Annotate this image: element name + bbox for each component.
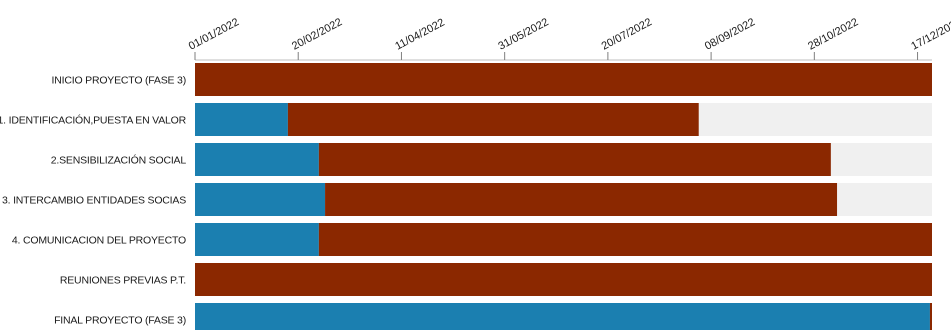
category-label: 2.SENSIBILIZACIÓN SOCIAL (51, 154, 187, 167)
category-label: FINAL PROYECTO (FASE 3) (54, 315, 186, 327)
x-tick-label: 08/09/2022 (703, 16, 757, 52)
gantt-bar-blue (195, 223, 319, 256)
gantt-bar-blue (195, 183, 326, 216)
x-tick-label: 01/01/2022 (187, 16, 241, 52)
category-label: INICIO PROYECTO (FASE 3) (52, 75, 186, 87)
gantt-bar-red (287, 103, 699, 136)
gantt-bar-blue (195, 303, 930, 330)
category-labels: INICIO PROYECTO (FASE 3) 1. IDENTIFICACIÓ… (0, 75, 187, 327)
gantt-bar-red (318, 223, 932, 256)
category-label: 4. COMUNICACION DEL PROYECTO (12, 235, 186, 247)
x-tick-label: 28/10/2022 (806, 16, 860, 52)
gantt-bar-red (325, 183, 838, 216)
x-axis-ticks: 01/01/2022 20/02/2022 11/04/2022 31/05/2022… (187, 16, 951, 60)
category-label: 3. INTERCAMBIO ENTIDADES SOCIAS (2, 195, 186, 207)
x-tick-label: 31/05/2022 (496, 16, 550, 52)
gantt-bar-blue (195, 143, 319, 176)
x-tick-label: 20/07/2022 (600, 16, 654, 52)
gantt-bar-blue (195, 103, 288, 136)
x-tick-label: 17/12/2022 (909, 16, 951, 52)
category-label: 1. IDENTIFICACIÓN,PUESTA EN VALOR (0, 114, 187, 127)
category-label: REUNIONES PREVIAS P.T. (60, 275, 186, 287)
x-tick-label: 11/04/2022 (393, 17, 447, 53)
gantt-bar-red (195, 63, 932, 96)
x-tick-label: 20/02/2022 (290, 16, 344, 52)
gantt-bar-red (318, 143, 831, 176)
gantt-bar-red (929, 303, 932, 330)
gantt-bar-red (195, 263, 932, 296)
gantt-rows (195, 63, 932, 330)
